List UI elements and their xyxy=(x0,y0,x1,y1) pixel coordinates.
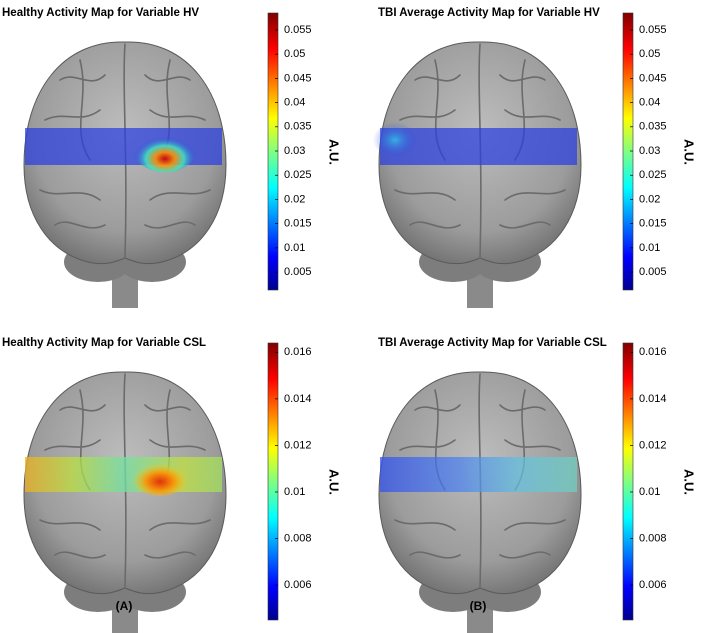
panel: TBI Average Activity Map for Variable CS… xyxy=(378,337,697,633)
activity-hotspot xyxy=(133,128,197,172)
panels: Healthy Activity Map for Variable HV 0.00… xyxy=(2,7,697,633)
colorbar-tick-label: 0.01 xyxy=(284,242,305,254)
brain xyxy=(23,371,227,633)
colorbar-tick-label: 0.025 xyxy=(639,169,667,181)
colorbar-tick-label: 0.012 xyxy=(284,439,312,451)
colorbar-tick-label: 0.04 xyxy=(639,96,660,108)
colorbar-tick-label: 0.015 xyxy=(639,218,667,230)
panel: Healthy Activity Map for Variable CSL 0.0… xyxy=(2,337,342,633)
colorbar-tick-label: 0.045 xyxy=(639,72,667,84)
colorbar-tick-label: 0.03 xyxy=(639,145,660,157)
colorbar-tick-label: 0.006 xyxy=(639,579,667,591)
colorbar xyxy=(267,12,279,291)
colorbar-tick-label: 0.006 xyxy=(284,579,312,591)
colorbar-tick-label: 0.05 xyxy=(284,48,305,60)
colorbar-tick-label: 0.02 xyxy=(639,193,660,205)
colorbar-tick-label: 0.014 xyxy=(284,393,312,405)
colorbar-tick-label: 0.01 xyxy=(639,486,660,498)
colorbar-tick-label: 0.005 xyxy=(284,266,312,278)
panel-title: TBI Average Activity Map for Variable CS… xyxy=(378,337,607,349)
colorbar-label: A.U. xyxy=(327,469,342,495)
colorbar-label: A.U. xyxy=(682,469,697,495)
colorbar-tick-label: 0.01 xyxy=(284,486,305,498)
colorbar-tick-label: 0.008 xyxy=(639,532,667,544)
colorbar-tick-label: 0.008 xyxy=(284,532,312,544)
colorbar-tick-label: 0.015 xyxy=(284,218,312,230)
activity-band xyxy=(25,457,222,492)
colorbar-tick-label: 0.025 xyxy=(284,169,312,181)
brain xyxy=(23,41,227,309)
colorbar-tick-label: 0.016 xyxy=(639,346,667,358)
colorbar-tick-label: 0.016 xyxy=(284,346,312,358)
colorbar-tick-label: 0.012 xyxy=(639,439,667,451)
panel-title: TBI Average Activity Map for Variable HV xyxy=(378,7,600,19)
colorbar-label: A.U. xyxy=(682,139,697,165)
brain xyxy=(378,41,582,309)
caption: (A) xyxy=(116,599,133,613)
colorbar-tick-label: 0.01 xyxy=(639,242,660,254)
colorbar xyxy=(622,342,634,621)
panel: Healthy Activity Map for Variable HV 0.00… xyxy=(2,7,342,309)
colorbar-label: A.U. xyxy=(327,139,342,165)
colorbar xyxy=(267,342,279,621)
panel: TBI Average Activity Map for Variable HV… xyxy=(373,7,697,309)
colorbar-tick-label: 0.055 xyxy=(284,24,312,36)
caption: (B) xyxy=(470,599,487,613)
activity-band xyxy=(380,457,577,492)
colorbar-tick-label: 0.04 xyxy=(284,96,305,108)
colorbar-tick-label: 0.035 xyxy=(639,121,667,133)
colorbar-tick-label: 0.014 xyxy=(639,393,667,405)
colorbar-tick-label: 0.05 xyxy=(639,48,660,60)
activity-hotspot xyxy=(132,460,188,496)
colorbar-tick-label: 0.005 xyxy=(639,266,667,278)
colorbar-tick-label: 0.035 xyxy=(284,121,312,133)
colorbar-tick-label: 0.02 xyxy=(284,193,305,205)
panel-title: Healthy Activity Map for Variable CSL xyxy=(2,337,206,349)
colorbar-tick-label: 0.045 xyxy=(284,72,312,84)
colorbar-tick-label: 0.03 xyxy=(284,145,305,157)
brain xyxy=(378,371,582,633)
activity-hotspot xyxy=(373,122,417,158)
colorbar xyxy=(622,12,634,291)
panel-title: Healthy Activity Map for Variable HV xyxy=(2,7,199,19)
colorbar-tick-label: 0.055 xyxy=(639,24,667,36)
